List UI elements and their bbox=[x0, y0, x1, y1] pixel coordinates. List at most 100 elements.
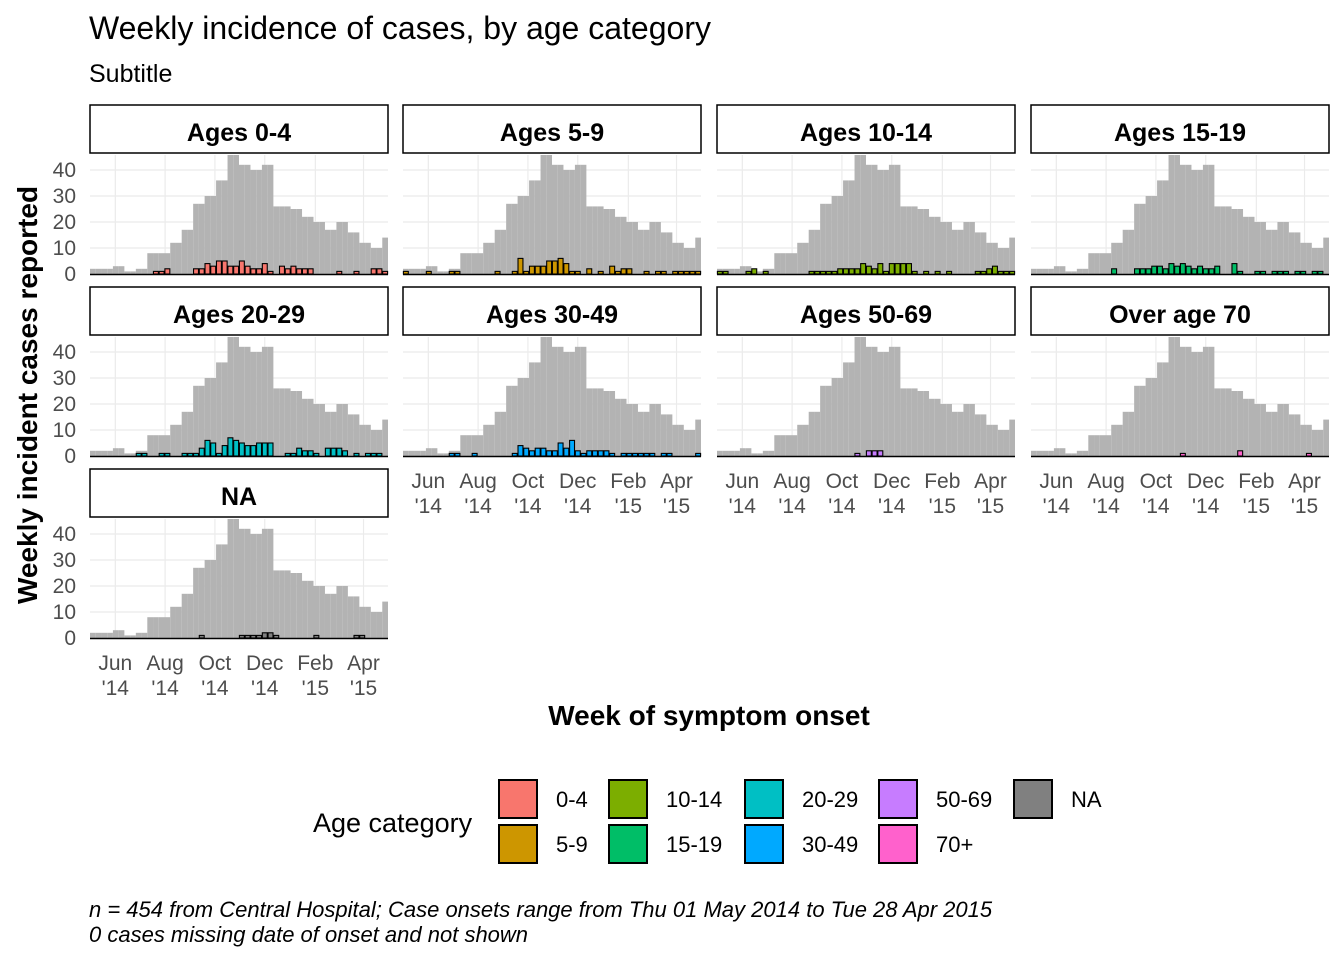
data-bar bbox=[1305, 452, 1312, 457]
facet-strip-label: Ages 50-69 bbox=[800, 301, 932, 329]
data-bar bbox=[494, 270, 501, 275]
background-bar bbox=[1122, 229, 1129, 274]
data-bar bbox=[1237, 450, 1244, 457]
data-bar bbox=[193, 452, 200, 457]
background-bar bbox=[540, 155, 547, 274]
data-bar bbox=[250, 445, 257, 457]
background-bar bbox=[1248, 398, 1255, 456]
background-bar bbox=[540, 337, 547, 456]
x-tick-label: Apr bbox=[347, 652, 380, 675]
data-bar bbox=[808, 270, 815, 275]
background-bar bbox=[290, 391, 297, 456]
data-bar bbox=[359, 634, 366, 639]
data-bar bbox=[986, 268, 993, 275]
background-bar bbox=[1294, 232, 1301, 274]
background-bar bbox=[820, 203, 826, 274]
data-bar bbox=[1139, 268, 1146, 275]
background-bar bbox=[1111, 242, 1117, 274]
data-bar bbox=[614, 270, 621, 275]
data-bar bbox=[250, 268, 257, 275]
background-bar bbox=[347, 414, 354, 456]
data-bar bbox=[221, 260, 228, 275]
data-bar bbox=[342, 450, 349, 457]
background-bar bbox=[256, 170, 262, 274]
background-bar bbox=[1139, 385, 1146, 456]
background-bar bbox=[273, 388, 280, 456]
background-bar bbox=[1105, 435, 1112, 456]
background-bar bbox=[569, 170, 575, 274]
background-bar bbox=[370, 248, 377, 274]
data-bar bbox=[883, 270, 890, 275]
background-bar bbox=[359, 606, 366, 638]
y-tick-label: 40 bbox=[53, 341, 76, 364]
background-bar bbox=[877, 170, 884, 274]
background-bar bbox=[483, 242, 489, 274]
data-bar bbox=[402, 270, 409, 275]
background-bar bbox=[615, 216, 621, 274]
data-bar bbox=[307, 268, 314, 275]
background-bar bbox=[1151, 378, 1158, 456]
background-bar bbox=[227, 519, 234, 638]
data-bar bbox=[842, 268, 849, 275]
data-bar bbox=[660, 270, 667, 275]
background-bar bbox=[307, 580, 314, 638]
background-bar bbox=[791, 435, 798, 456]
data-bar bbox=[626, 268, 633, 275]
background-bar bbox=[118, 630, 125, 638]
background-bar bbox=[785, 435, 792, 456]
background-bar bbox=[307, 398, 314, 456]
background-bar bbox=[101, 450, 108, 456]
background-bar bbox=[986, 242, 993, 274]
data-bar bbox=[425, 270, 432, 275]
chart-subtitle: Subtitle bbox=[89, 60, 173, 88]
background-bar bbox=[586, 388, 593, 456]
background-bar bbox=[227, 337, 234, 456]
background-bar bbox=[181, 411, 188, 456]
data-bar bbox=[1311, 270, 1318, 275]
background-bar bbox=[302, 398, 308, 456]
background-bar bbox=[974, 232, 981, 274]
background-bar bbox=[986, 424, 993, 456]
background-bar bbox=[239, 528, 245, 638]
background-bar bbox=[261, 164, 268, 274]
background-bar bbox=[683, 430, 690, 456]
background-bar bbox=[1225, 388, 1232, 456]
data-bar bbox=[454, 452, 461, 457]
background-bar bbox=[1157, 362, 1163, 456]
background-bar bbox=[609, 391, 616, 456]
background-bar bbox=[1260, 404, 1266, 456]
x-tick-label: Oct bbox=[512, 470, 545, 493]
data-bar bbox=[523, 447, 530, 457]
data-bar bbox=[837, 268, 844, 275]
background-bar bbox=[814, 411, 821, 456]
background-bar bbox=[1191, 170, 1198, 274]
background-bar bbox=[244, 164, 251, 274]
data-bar bbox=[1191, 268, 1198, 275]
background-bar bbox=[1168, 155, 1175, 274]
background-bar bbox=[302, 580, 308, 638]
legend-key-30-49 bbox=[744, 824, 784, 864]
facet-strip-label: Over age 70 bbox=[1109, 301, 1251, 329]
facet-NA: NA010203040Jun'14Aug'14Oct'14Dec'14Feb'1… bbox=[53, 468, 389, 700]
background-bar bbox=[216, 362, 222, 456]
background-bar bbox=[894, 346, 901, 456]
background-bar bbox=[1105, 253, 1112, 274]
background-bar bbox=[1009, 419, 1015, 456]
background-bar bbox=[158, 617, 165, 638]
background-bar bbox=[267, 346, 274, 456]
background-bar bbox=[376, 612, 383, 638]
data-bar bbox=[301, 268, 308, 275]
background-bar bbox=[170, 424, 176, 456]
data-bar bbox=[296, 447, 303, 457]
background-bar bbox=[1306, 242, 1312, 274]
background-bar bbox=[757, 271, 763, 274]
data-bar bbox=[471, 452, 478, 457]
data-bar bbox=[1174, 265, 1181, 275]
background-bar bbox=[431, 448, 438, 456]
data-bar bbox=[934, 270, 941, 275]
background-bar bbox=[586, 206, 593, 274]
background-bar bbox=[739, 448, 746, 456]
background-bar bbox=[330, 229, 337, 274]
background-bar bbox=[414, 268, 421, 274]
background-bar bbox=[825, 385, 832, 456]
